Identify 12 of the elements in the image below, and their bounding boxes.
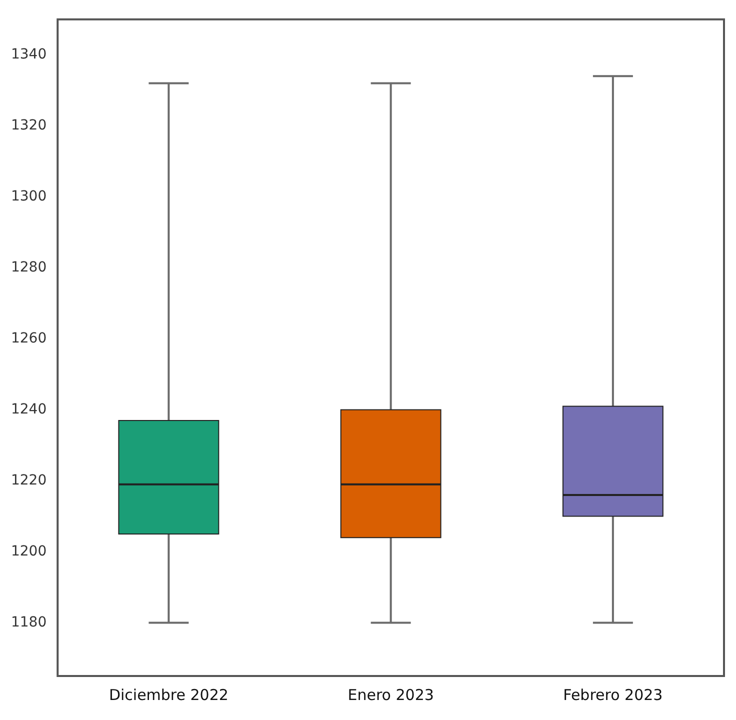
y-tick-label: 1320 <box>10 118 47 134</box>
y-tick-label: 1260 <box>10 330 47 346</box>
x-tick-label: Diciembre 2022 <box>108 686 228 704</box>
x-tick-label: Febrero 2023 <box>563 686 663 704</box>
y-tick-label: 1240 <box>10 401 47 418</box>
y-tick-label: 1340 <box>10 46 47 63</box>
y-tick-label: 1180 <box>10 614 47 630</box>
y-tick-label: 1200 <box>10 543 47 560</box>
y-tick-label: 1300 <box>10 188 47 204</box>
x-tick-label: Enero 2023 <box>348 686 434 704</box>
y-tick-label: 1220 <box>10 472 47 488</box>
y-tick-label: 1280 <box>10 259 47 276</box>
